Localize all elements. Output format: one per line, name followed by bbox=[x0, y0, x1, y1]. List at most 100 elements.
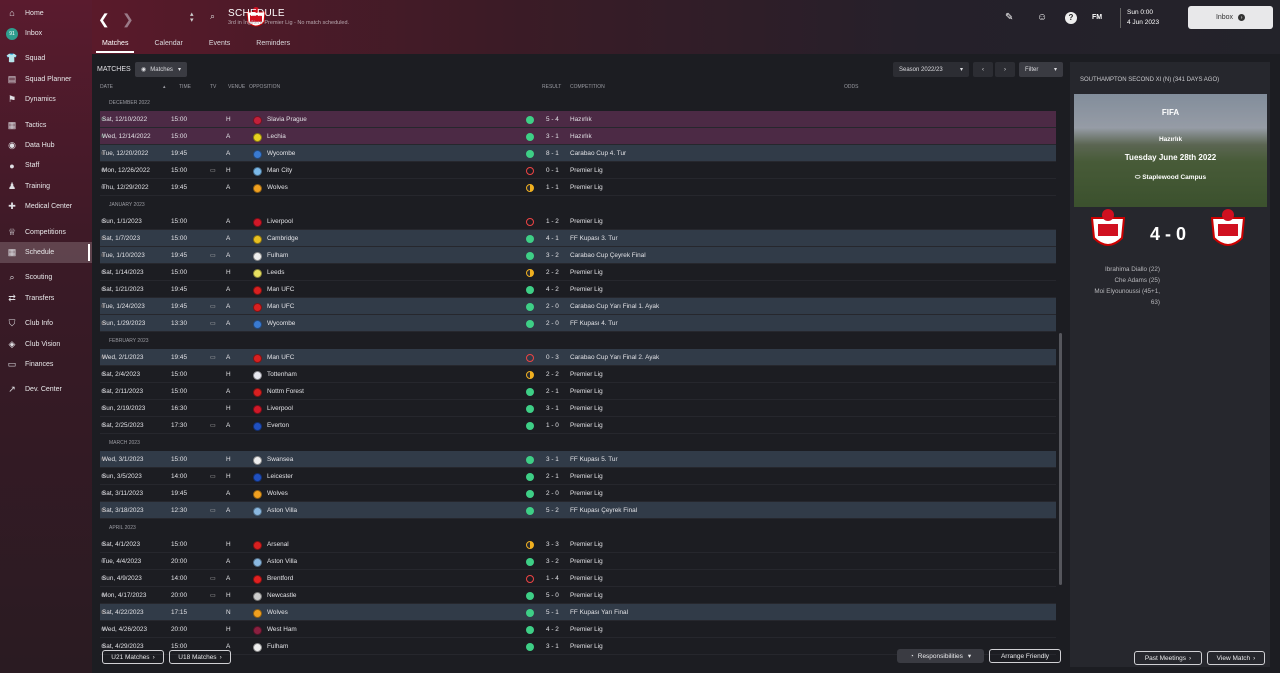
row-select-dot[interactable] bbox=[101, 270, 105, 274]
row-select-dot[interactable] bbox=[101, 355, 105, 359]
row-select-dot[interactable] bbox=[101, 644, 105, 648]
row-select-dot[interactable] bbox=[101, 627, 105, 631]
col-tv[interactable]: TV bbox=[210, 84, 217, 90]
sidebar-item-data-hub[interactable]: ◉ Data Hub bbox=[0, 135, 92, 155]
sidebar-item-home[interactable]: ⌂ Home bbox=[0, 3, 92, 23]
match-row[interactable]: Sat, 1/7/2023 15:00 A Cambridge 4 - 1 FF Kupa… bbox=[100, 230, 1056, 247]
sidebar-item-scouting[interactable]: ⌕ Scouting bbox=[0, 268, 92, 288]
row-select-dot[interactable] bbox=[101, 168, 105, 172]
sidebar-item-tactics[interactable]: ▦ Tactics bbox=[0, 115, 92, 135]
row-select-dot[interactable] bbox=[101, 236, 105, 240]
help-icon[interactable]: ? bbox=[1065, 12, 1077, 24]
match-row[interactable]: Sat, 1/21/2023 19:45 A Man UFC 4 - 2 Premier … bbox=[100, 281, 1056, 298]
col-venue[interactable]: VENUE bbox=[228, 84, 246, 90]
sidebar-item-medical-center[interactable]: ✚ Medical Center bbox=[0, 197, 92, 217]
col-time[interactable]: TIME bbox=[179, 84, 191, 90]
sidebar-item-inbox[interactable]: 91 Inbox bbox=[0, 23, 92, 43]
sort-icon[interactable]: ▴ bbox=[163, 84, 166, 90]
sidebar-item-squad[interactable]: 👕 Squad bbox=[0, 49, 92, 69]
match-row[interactable]: Wed, 12/14/2022 15:00 A Lechia 3 - 1 Hazırlık bbox=[100, 128, 1056, 145]
sidebar-item-finances[interactable]: ▭ Finances bbox=[0, 354, 92, 374]
search-icon[interactable]: ⌕ bbox=[210, 11, 216, 21]
chevron-updown-icon[interactable]: ▴ ▾ bbox=[190, 11, 194, 24]
row-select-dot[interactable] bbox=[101, 372, 105, 376]
match-row[interactable]: Wed, 4/26/2023 20:00 H West Ham 4 - 2 Premier… bbox=[100, 621, 1056, 638]
match-row[interactable]: Sat, 1/14/2023 15:00 H Leeds 2 - 2 Premier Li… bbox=[100, 264, 1056, 281]
forward-arrow-icon[interactable]: ❯ bbox=[122, 11, 134, 27]
sidebar-item-dynamics[interactable]: ⚑ Dynamics bbox=[0, 90, 92, 110]
match-row[interactable]: Sat, 3/11/2023 19:45 A Wolves 2 - 0 Premier L… bbox=[100, 485, 1056, 502]
arrange-friendly-button[interactable]: Arrange Friendly bbox=[989, 649, 1061, 663]
match-row[interactable]: Tue, 1/24/2023 19:45 ▭ A Man UFC 2 - 0 Carabao… bbox=[100, 298, 1056, 315]
view-match-button[interactable]: View Match › bbox=[1207, 651, 1265, 665]
row-select-dot[interactable] bbox=[101, 304, 105, 308]
col-date[interactable]: DATE bbox=[100, 84, 113, 90]
u21-matches-button[interactable]: U21 Matches › bbox=[102, 650, 164, 664]
match-row[interactable]: Sat, 4/1/2023 15:00 H Arsenal 3 - 3 Premier L… bbox=[100, 536, 1056, 553]
u18-matches-button[interactable]: U18 Matches › bbox=[169, 650, 231, 664]
row-select-dot[interactable] bbox=[101, 508, 105, 512]
match-row[interactable]: Sun, 3/5/2023 14:00 ▭ H Leicester 2 - 1 Premie… bbox=[100, 468, 1056, 485]
match-row[interactable]: Sun, 4/9/2023 14:00 ▭ A Brentford 1 - 4 Premie… bbox=[100, 570, 1056, 587]
back-arrow-icon[interactable]: ❮ bbox=[98, 11, 110, 27]
sidebar-item-club-vision[interactable]: ◈ Club Vision bbox=[0, 334, 92, 354]
tab-calendar[interactable]: Calendar bbox=[154, 40, 183, 47]
match-row[interactable]: Sat, 2/4/2023 15:00 H Tottenham 2 - 2 Premier… bbox=[100, 366, 1056, 383]
match-row[interactable]: Sun, 1/1/2023 15:00 A Liverpool 1 - 2 Premier… bbox=[100, 213, 1056, 230]
col-opposition[interactable]: OPPOSITION bbox=[249, 84, 281, 90]
prev-season-button[interactable]: ‹ bbox=[973, 62, 993, 77]
match-row[interactable]: Sat, 4/29/2023 15:00 A Fulham 3 - 1 Premier L… bbox=[100, 638, 1056, 655]
sidebar-item-squad-planner[interactable]: ▤ Squad Planner bbox=[0, 69, 92, 89]
match-row[interactable]: Tue, 4/4/2023 20:00 A Aston Villa 3 - 2 Premi… bbox=[100, 553, 1056, 570]
matches-dropdown[interactable]: ◉ Matches ▾ bbox=[135, 62, 187, 77]
sidebar-item-club-info[interactable]: ⛉ Club Info bbox=[0, 313, 92, 333]
inbox-button[interactable]: Inbox › bbox=[1188, 6, 1273, 29]
row-select-dot[interactable] bbox=[101, 457, 105, 461]
row-select-dot[interactable] bbox=[101, 253, 105, 257]
next-season-button[interactable]: › bbox=[995, 62, 1015, 77]
col-odds[interactable]: ODDS bbox=[844, 84, 859, 90]
col-result[interactable]: RESULT bbox=[542, 84, 562, 90]
row-select-dot[interactable] bbox=[101, 185, 105, 189]
match-row[interactable]: Mon, 12/26/2022 15:00 ▭ H Man City 0 - 1 Premi… bbox=[100, 162, 1056, 179]
row-select-dot[interactable] bbox=[101, 134, 105, 138]
filter-dropdown[interactable]: Filter ▾ bbox=[1019, 62, 1063, 77]
row-select-dot[interactable] bbox=[101, 610, 105, 614]
row-select-dot[interactable] bbox=[101, 389, 105, 393]
scrollbar[interactable] bbox=[1059, 333, 1062, 585]
col-competition[interactable]: COMPETITION bbox=[570, 84, 605, 90]
row-select-dot[interactable] bbox=[101, 151, 105, 155]
match-row[interactable]: Sat, 2/11/2023 15:00 A Nottm Forest 2 - 1 Pre… bbox=[100, 383, 1056, 400]
match-row[interactable]: Sat, 12/10/2022 15:00 H Slavia Prague 5 - 4 H… bbox=[100, 111, 1056, 128]
row-select-dot[interactable] bbox=[101, 321, 105, 325]
row-select-dot[interactable] bbox=[101, 474, 105, 478]
row-select-dot[interactable] bbox=[101, 117, 105, 121]
match-row[interactable]: Wed, 2/1/2023 19:45 ▭ A Man UFC 0 - 3 Carabao … bbox=[100, 349, 1056, 366]
row-select-dot[interactable] bbox=[101, 576, 105, 580]
match-row[interactable]: Wed, 3/1/2023 15:00 H Swansea 3 - 1 FF Kupası… bbox=[100, 451, 1056, 468]
match-row[interactable]: Sun, 1/29/2023 13:30 ▭ A Wycombe 2 - 0 FF Kupa… bbox=[100, 315, 1056, 332]
tab-reminders[interactable]: Reminders bbox=[256, 40, 291, 47]
manager-face-icon[interactable]: ☺ bbox=[1037, 12, 1048, 23]
row-select-dot[interactable] bbox=[101, 559, 105, 563]
row-select-dot[interactable] bbox=[101, 219, 105, 223]
row-select-dot[interactable] bbox=[101, 593, 105, 597]
fm-logo[interactable]: FM bbox=[1092, 14, 1103, 21]
row-select-dot[interactable] bbox=[101, 287, 105, 291]
responsibilities-dropdown[interactable]: ◔ Responsibilities ▾ bbox=[897, 649, 984, 663]
match-row[interactable]: Tue, 12/20/2022 19:45 A Wycombe 8 - 1 Carabao… bbox=[100, 145, 1056, 162]
sidebar-item-dev-center[interactable]: ↗ Dev. Center bbox=[0, 380, 92, 400]
match-row[interactable]: Tue, 1/10/2023 19:45 ▭ A Fulham 3 - 2 Carabao … bbox=[100, 247, 1056, 264]
row-select-dot[interactable] bbox=[101, 423, 105, 427]
pencil-icon[interactable]: ✎ bbox=[1005, 12, 1014, 23]
game-date[interactable]: Sun 0:00 4 Jun 2023 bbox=[1120, 8, 1159, 28]
match-row[interactable]: Thu, 12/29/2022 19:45 A Wolves 1 - 1 Premier … bbox=[100, 179, 1056, 196]
sidebar-item-training[interactable]: ♟ Training bbox=[0, 176, 92, 196]
match-row[interactable]: Sat, 3/18/2023 12:30 ▭ A Aston Villa 5 - 2 FF … bbox=[100, 502, 1056, 519]
match-row[interactable]: Sat, 2/25/2023 17:30 ▭ A Everton 1 - 0 Premier… bbox=[100, 417, 1056, 434]
sidebar-item-schedule[interactable]: ▦ Schedule bbox=[0, 242, 92, 263]
row-select-dot[interactable] bbox=[101, 406, 105, 410]
sidebar-item-transfers[interactable]: ⇄ Transfers bbox=[0, 288, 92, 308]
match-row[interactable]: Sun, 2/19/2023 16:30 H Liverpool 3 - 1 Premie… bbox=[100, 400, 1056, 417]
row-select-dot[interactable] bbox=[101, 542, 105, 546]
